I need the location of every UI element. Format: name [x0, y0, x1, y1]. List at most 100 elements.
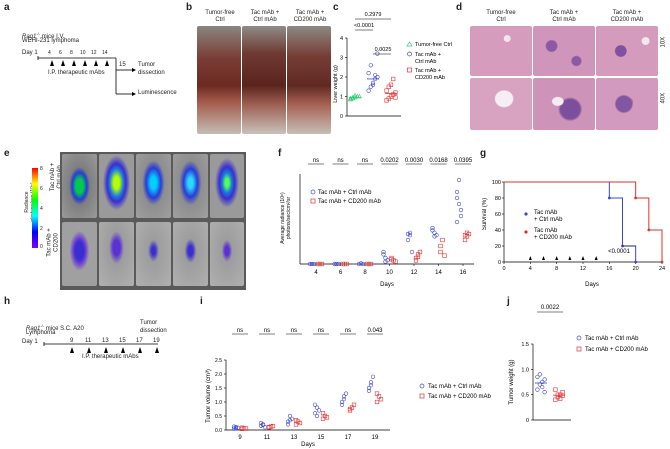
i-point: [266, 425, 272, 430]
d-row-40x: 40X: [660, 92, 667, 104]
i-point: [351, 402, 357, 407]
j-point: [540, 384, 545, 390]
f-xlabel: Days: [380, 282, 394, 288]
j-point: [537, 372, 542, 377]
i-point: [262, 425, 268, 430]
c-point: [366, 88, 371, 93]
h-dissection-label: dissection: [140, 328, 167, 334]
i-point: [287, 418, 293, 423]
i-ytick-label: 0.5: [215, 414, 222, 420]
e-mouse-ctrl-1: [62, 154, 97, 218]
panel-label-g: g: [480, 148, 487, 159]
i-ylabel: Tumor volume (cm³): [206, 369, 212, 423]
c-point: [393, 95, 398, 100]
g-ylabel: Survival (%): [482, 198, 488, 230]
i-xtick-label: 13: [291, 435, 298, 441]
j-point: [540, 379, 545, 385]
f-point: [454, 189, 460, 195]
i-xtick-label: 9: [238, 435, 242, 441]
panel-g-chart: 0 20 40 60 80 100 0 4 8 12 16 20 24 Survival (%) Day…: [482, 180, 665, 288]
j-pvalue: 0.0022: [541, 305, 560, 311]
f-xtick-label: 6: [339, 270, 343, 276]
f-sig-label: ns: [313, 158, 319, 164]
f-legend-marker-0: [310, 189, 316, 195]
c-point: [391, 76, 396, 82]
c-ytick-label: 1: [340, 95, 343, 101]
f-point: [309, 261, 315, 267]
i-point: [287, 413, 293, 419]
c-point: [373, 72, 378, 78]
f-point: [430, 225, 435, 231]
j-point: [558, 396, 563, 401]
j-point: [558, 392, 563, 397]
g-xtick-label: 20: [633, 266, 639, 272]
f-point: [458, 207, 464, 213]
panel-label-i: i: [200, 296, 203, 307]
a-mouse-line2: WEHI-231 lymphoma: [22, 38, 80, 44]
f-sig-label: 0.0395: [454, 158, 473, 164]
e-mouse-cd200-1: [62, 222, 97, 286]
i-point: [366, 385, 372, 391]
g-xtick-label: 8: [555, 266, 558, 272]
i-point: [366, 388, 372, 393]
f-xtick-label: 4: [314, 270, 318, 276]
h-day-19: 19: [153, 338, 160, 344]
i-point: [235, 425, 241, 430]
c-point: [348, 95, 354, 101]
i-point: [341, 394, 347, 399]
f-point: [464, 230, 470, 235]
f-sig-label: 0.0202: [380, 158, 399, 164]
f-point: [417, 249, 423, 255]
i-point: [270, 423, 276, 429]
i-xtick-label: 11: [264, 435, 271, 441]
i-point: [368, 380, 374, 385]
c-legend-marker-0: [406, 41, 413, 47]
panel-label-f: f: [278, 148, 282, 159]
panel-label-j: j: [507, 296, 510, 307]
d-col-tumorfree: Tumor-free Ctrl: [486, 10, 516, 23]
c-point: [366, 70, 371, 76]
j-point: [560, 393, 565, 398]
i-point: [368, 383, 374, 388]
j-ytick-label: 1.5: [521, 342, 529, 348]
i-legend-1: Tac mAb + CD200 mAb: [428, 394, 492, 400]
j-legend-marker-0: [576, 335, 582, 341]
f-xtick-label: 16: [460, 270, 467, 276]
d-col-cd200: Tac mAb + CD200 mAb: [610, 10, 644, 23]
f-point: [307, 261, 313, 267]
j-point: [560, 390, 565, 395]
b-photo-ctrl: [242, 26, 286, 134]
i-ytick-label: 2.0: [215, 372, 222, 378]
e-cb-tick-0: 0: [40, 244, 43, 250]
c-point: [370, 80, 376, 85]
e-mouse-ctrl-4: [173, 154, 208, 218]
e-cb-tick-6: 6: [40, 186, 43, 192]
f-point: [393, 259, 398, 264]
panel-label-h: h: [4, 296, 11, 307]
f-legend: Tac mAb + Ctrl mAb Tac mAb + CD200 mAb: [310, 189, 382, 205]
f-point: [454, 219, 460, 225]
i-point: [233, 425, 239, 430]
i-point: [243, 426, 249, 431]
f-point: [381, 252, 386, 257]
a-day-label: Day 1: [22, 50, 38, 56]
c-point: [384, 88, 389, 93]
i-xtick-label: 19: [372, 435, 379, 441]
i-point: [312, 402, 318, 407]
c-legend-marker-2: [407, 67, 412, 73]
f-point: [462, 237, 468, 243]
g-ytick-label: 80: [495, 196, 501, 202]
g-legend-marker-1: [524, 230, 528, 234]
h-day-13: 13: [102, 338, 109, 344]
panel-label-c: c: [333, 2, 339, 13]
c-point: [388, 82, 394, 87]
e-mouse-cd200-4: [173, 222, 208, 286]
g-treatment-marker: [555, 256, 559, 260]
g-legend-1: Tac mAb: [534, 228, 558, 234]
j-ytick-label: 0: [526, 418, 529, 424]
c-ytick-label: 4: [340, 36, 343, 42]
c-legend: Tumor-free Ctrl Tac mAb + Ctrl mAb Tac m…: [406, 41, 452, 81]
i-point: [312, 411, 318, 416]
e-mouse-ctrl-5: [210, 154, 244, 218]
e-cb-tick-4: 4: [40, 206, 43, 212]
